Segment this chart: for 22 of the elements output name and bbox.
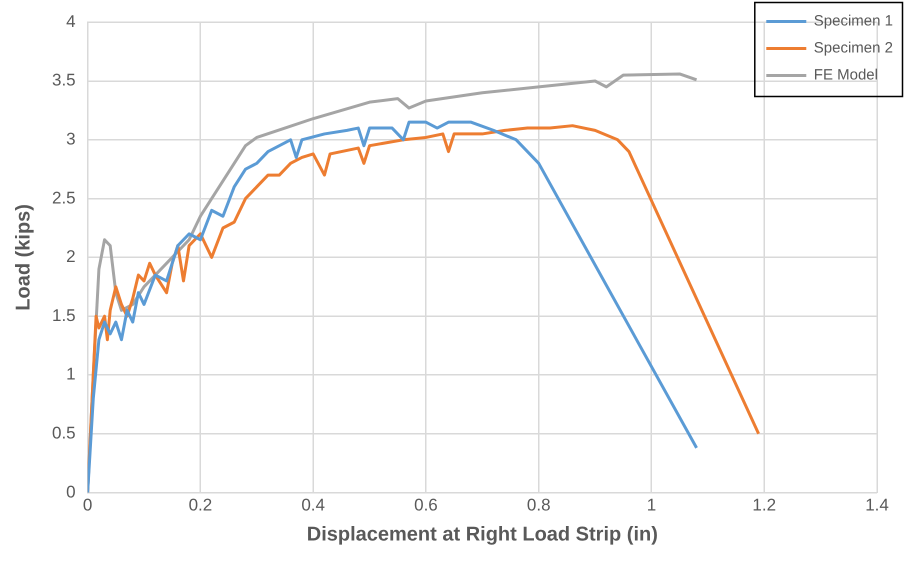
y-tick-label: 2.5 — [52, 188, 76, 208]
y-tick-label: 4 — [66, 12, 76, 31]
x-tick-label: 1.2 — [752, 495, 776, 514]
y-tick-label: 3 — [66, 129, 76, 148]
y-axis-title: Load (kips) — [12, 204, 35, 311]
legend-label: Specimen 1 — [814, 12, 894, 30]
y-tick-label: 3.5 — [52, 70, 76, 90]
x-tick-label: 1.4 — [865, 495, 889, 514]
y-tick-label: 0.5 — [52, 423, 76, 442]
y-tick-label: 1.5 — [52, 306, 76, 325]
legend-label: FE Model — [814, 66, 878, 84]
x-tick-label: 0.2 — [188, 495, 212, 514]
x-tick-label: 0.6 — [414, 495, 438, 514]
y-tick-label: 1 — [66, 364, 76, 384]
x-axis-title: Displacement at Right Load Strip (in) — [306, 524, 658, 546]
x-tick-label: 0 — [82, 495, 92, 514]
y-tick-label: 2 — [66, 247, 76, 266]
legend-label: Specimen 2 — [814, 40, 894, 57]
y-tick-label: 0 — [66, 482, 76, 502]
x-tick-label: 0.4 — [301, 495, 325, 514]
x-tick-label: 0.8 — [526, 495, 551, 514]
x-tick-label: 1 — [646, 495, 656, 514]
